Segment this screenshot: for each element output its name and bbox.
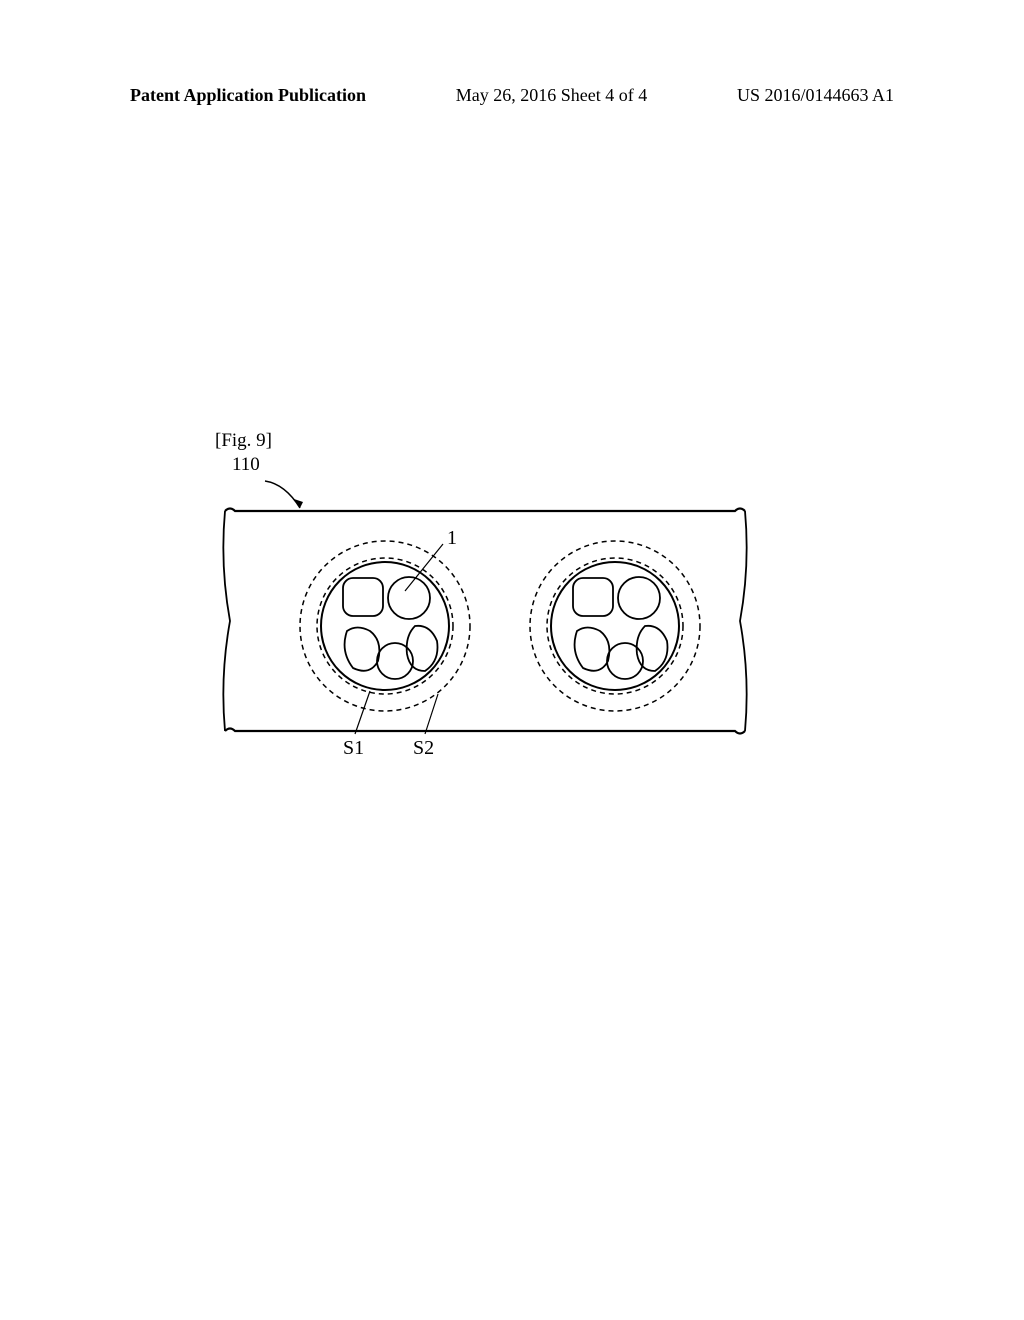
circle-outer-right (530, 541, 700, 711)
figure-9-container: [Fig. 9] 110 (195, 430, 775, 780)
label-s1: S1 (343, 737, 364, 759)
label-1: 1 (447, 527, 457, 549)
circle-s2-left (300, 541, 470, 711)
left-cluster (300, 541, 470, 711)
shape-br-right (637, 626, 668, 671)
shape-bm-right (607, 643, 643, 679)
shape-tl-right (573, 578, 613, 616)
solid-circle-left (321, 562, 449, 690)
header-date-sheet: May 26, 2016 Sheet 4 of 4 (456, 85, 647, 106)
figure-9-diagram: 1 S1 S2 (195, 476, 775, 766)
label-s2: S2 (413, 737, 434, 759)
container-outline (223, 509, 746, 734)
shape-tr-right (618, 577, 660, 619)
shape-tl-left (343, 578, 383, 616)
shape-bm-left (377, 643, 413, 679)
header-publication: Patent Application Publication (130, 85, 366, 106)
shape-bl-left (345, 628, 380, 671)
leader-110 (265, 481, 303, 508)
header-patent-number: US 2016/0144663 A1 (737, 85, 894, 106)
page-header: Patent Application Publication May 26, 2… (0, 85, 1024, 106)
figure-label: [Fig. 9] (215, 430, 272, 452)
shape-br-left (407, 626, 438, 671)
patent-page: Patent Application Publication May 26, 2… (0, 0, 1024, 1320)
right-cluster (530, 541, 700, 711)
circle-inner-right (547, 558, 683, 694)
figure-ref-110: 110 (232, 454, 260, 476)
solid-circle-right (551, 562, 679, 690)
shape-bl-right (575, 628, 610, 671)
leader-s2: S2 (413, 694, 438, 759)
circle-s1-left (317, 558, 453, 694)
leader-s1: S1 (343, 691, 370, 759)
shape-tr-left (388, 577, 430, 619)
